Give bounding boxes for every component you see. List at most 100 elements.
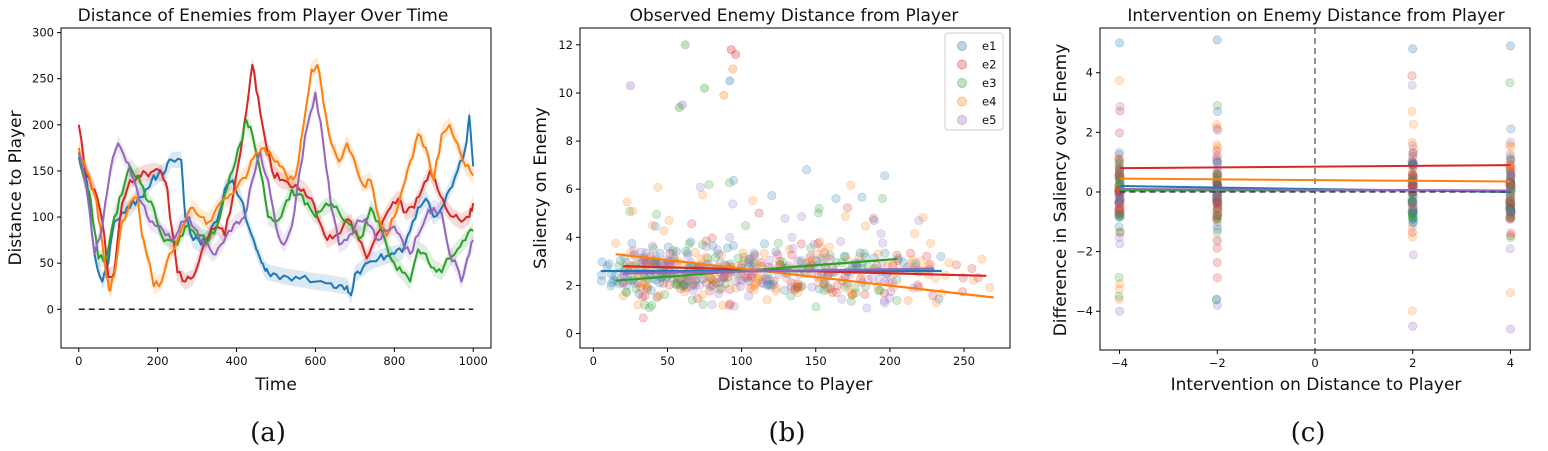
legend-marker-e3 — [957, 78, 967, 88]
panel-a-xtick-label: 800 — [383, 354, 405, 368]
panel-b-point-e2 — [826, 284, 836, 294]
panel-b-point-e1 — [634, 289, 644, 299]
panel-b-point-e3 — [688, 280, 698, 290]
panel-b-point-e5 — [629, 246, 639, 256]
panel-c-point-e2 — [1212, 198, 1222, 208]
panel-c-point-e2 — [1212, 257, 1222, 267]
panel-c-point-e2 — [1505, 199, 1515, 209]
panel-b-point-e2 — [693, 294, 703, 304]
panel-c-point-e3 — [1115, 227, 1125, 237]
panel-c-point-e3 — [1114, 208, 1124, 218]
panel-b-point-e4 — [908, 255, 918, 265]
panel-b-point-e4 — [815, 237, 825, 247]
panel-b-point-e2 — [716, 283, 726, 293]
legend-marker-e4 — [957, 96, 967, 107]
panel-b-point-e5 — [886, 287, 896, 297]
panel-b-point-e4 — [985, 283, 995, 293]
panel-c-point-e5 — [1212, 212, 1222, 222]
panel-b-point-e5 — [793, 256, 803, 266]
panel-b-point-e4 — [622, 197, 632, 207]
panel-c-point-e2 — [1114, 154, 1124, 164]
panel-a-ytick-label: 150 — [32, 164, 54, 178]
panel-b-ylabel: Saliency on Enemy — [531, 107, 551, 269]
panel-c-point-e2 — [1115, 206, 1125, 216]
panel-b-point-e1 — [839, 252, 849, 262]
panel-b-ytick-label: 12 — [558, 38, 573, 52]
panel-a-title: Distance of Enemies from Player Over Tim… — [78, 6, 449, 26]
panel-b-point-e4 — [762, 295, 772, 305]
panel-c-point-e3 — [1407, 194, 1417, 204]
panel-b-title: Observed Enemy Distance from Player — [630, 6, 959, 26]
panel-c-point-e2 — [1213, 211, 1223, 221]
panel-b-point-e3 — [625, 206, 635, 216]
panel-c-point-e2 — [1506, 205, 1516, 215]
panel-c-point-e1 — [1212, 294, 1222, 304]
panel-b-point-e1 — [880, 248, 890, 258]
panel-c-point-e2 — [1506, 170, 1516, 180]
panel-b-point-e4 — [793, 281, 803, 291]
panel-b-point-e4 — [748, 196, 758, 206]
panel-c-point-e1 — [1114, 168, 1124, 178]
panel-b-point-e1 — [762, 280, 772, 290]
panel-c-extreme-max — [1408, 44, 1418, 54]
panel-b-point-e4 — [653, 182, 663, 192]
panel-b-point-e1 — [678, 281, 688, 291]
panel-b-point-e3 — [797, 281, 807, 291]
panel-b-point-e3 — [750, 250, 760, 260]
panel-c-point-e2 — [1506, 228, 1516, 238]
panel-b-point-e5 — [806, 251, 816, 261]
panel-c-trend-e2 — [1119, 164, 1511, 170]
panel-c-point-e4 — [1408, 232, 1418, 242]
panel-b-point-e4 — [690, 248, 700, 258]
panel-b-point-e2 — [707, 233, 717, 243]
panel-b-point-e4 — [752, 259, 762, 269]
panel-b-point-e5 — [683, 251, 693, 261]
panel-b-point-e4 — [771, 283, 781, 293]
panel-c-point-e2 — [1212, 124, 1222, 134]
panel-b-point-e4 — [750, 279, 760, 289]
panel-c-point-e2 — [1114, 208, 1124, 218]
panel-c-point-e1 — [1115, 194, 1125, 204]
panel-c-point-e2 — [1115, 204, 1125, 214]
panel-c-point-e4 — [1212, 207, 1222, 217]
panel-c-point-e1 — [1114, 150, 1124, 160]
panel-c-point-e2 — [1212, 198, 1222, 208]
panel-b-point-e5 — [744, 291, 754, 301]
panel-b-point-e1 — [757, 277, 767, 287]
panel-c-point-e3 — [1407, 196, 1417, 206]
panel-b-point-e3 — [647, 300, 657, 310]
panel-b-xtick-label: 50 — [660, 354, 675, 368]
panel-c-point-e4 — [1212, 235, 1222, 245]
panel-c-point-e5 — [1115, 195, 1125, 205]
panel-b-point-e4 — [722, 272, 732, 282]
panel-b-point-e2 — [638, 313, 648, 323]
panel-c-point-e1 — [1506, 155, 1516, 165]
panel-b-point-e4 — [918, 213, 928, 223]
panel-b-point-e2 — [740, 272, 750, 282]
panel-b-point-e4 — [659, 226, 669, 236]
panel-c-point-e2 — [1212, 243, 1222, 253]
panel-b-point-e1 — [743, 276, 753, 286]
panel-b-point-e3 — [660, 289, 670, 299]
panel-c-point-e1 — [1506, 207, 1516, 217]
panel-b-point-e5 — [712, 245, 722, 255]
panel-c-point-e3 — [1114, 213, 1124, 223]
panel-c-point-e2 — [1212, 146, 1222, 156]
panel-c-point-e4 — [1212, 120, 1222, 130]
panel-c-point-e5 — [1213, 205, 1223, 215]
panel-b-point-e4 — [821, 252, 831, 262]
panel-b-point-e4 — [793, 287, 803, 297]
panel-b-point-e2 — [796, 282, 806, 292]
panel-b-point-e1 — [764, 274, 774, 284]
panel-b-point-e3 — [875, 286, 885, 296]
panel-b-point-e5 — [766, 281, 776, 291]
panel-c-xtick-label: 2 — [1409, 356, 1416, 370]
panel-c-point-e1 — [1506, 124, 1516, 134]
panel-c-point-e2 — [1407, 227, 1417, 237]
panel-b-point-e4 — [903, 295, 913, 305]
panel-c-point-e1 — [1407, 197, 1417, 207]
panel-b-point-e4 — [738, 248, 748, 258]
panel-c-point-e5 — [1114, 210, 1124, 220]
panel-c-extreme-min — [1505, 324, 1515, 334]
panel-c-point-e4 — [1505, 288, 1515, 298]
